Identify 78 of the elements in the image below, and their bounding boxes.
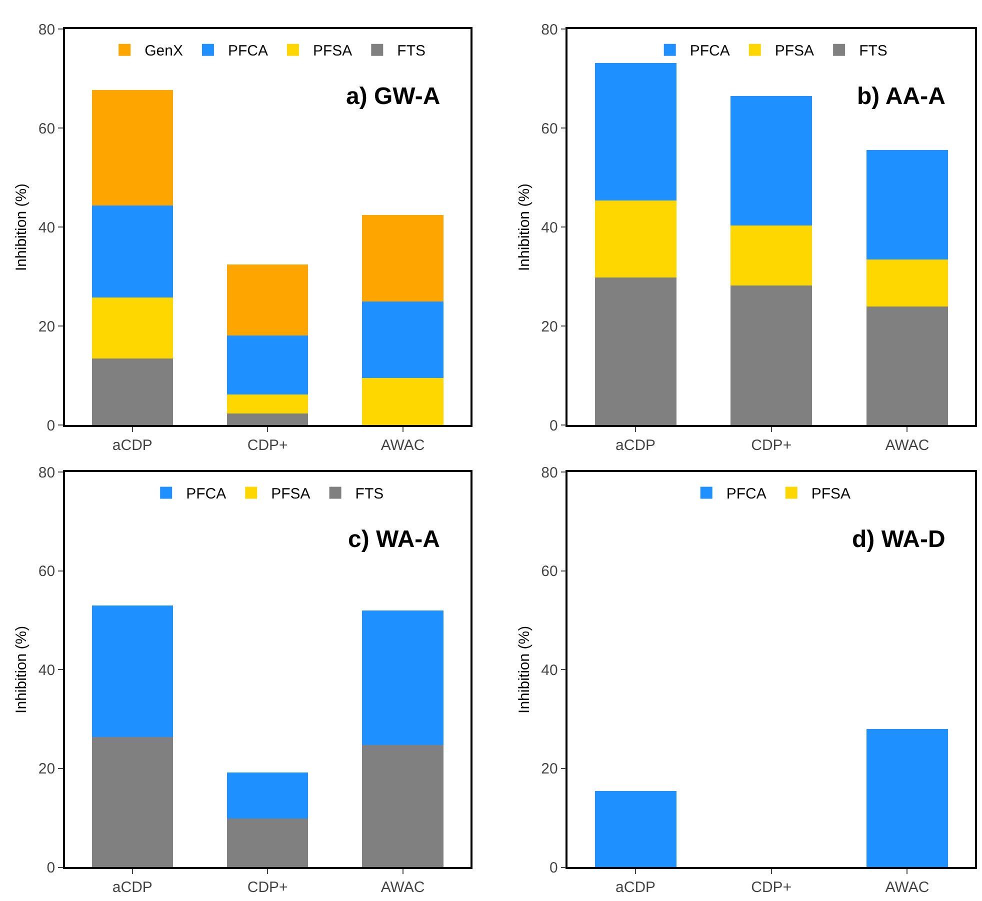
y-tick-label: 60 — [541, 120, 558, 138]
y-tick-label: 40 — [38, 219, 56, 236]
y-tick-label: 40 — [541, 662, 558, 679]
y-tick-label: 0 — [46, 417, 56, 434]
bar — [594, 278, 676, 426]
y-tick-label: 80 — [541, 21, 558, 38]
text: a) GW-A — [346, 83, 440, 110]
y-tick-label: 80 — [541, 464, 558, 482]
legend-label: PFSA — [774, 42, 814, 60]
x-tick-label: AWAC — [885, 437, 930, 454]
bar — [92, 90, 173, 206]
y-tick-label: 40 — [541, 219, 558, 236]
y-tick-label: 20 — [541, 318, 558, 336]
y-tick-label: 80 — [38, 464, 56, 482]
x-tick-label: aCDP — [112, 879, 152, 896]
bar — [866, 150, 948, 260]
x-tick-label: AWAC — [380, 437, 425, 454]
legend-label: PFSA — [312, 42, 352, 60]
text: c) WA-A — [348, 526, 440, 553]
bar — [227, 413, 308, 426]
legend-label: PFCA — [228, 42, 268, 60]
bar — [92, 298, 173, 358]
y-tick-label: 0 — [550, 860, 558, 876]
x-tick-label: AWAC — [380, 879, 425, 896]
bar — [866, 259, 948, 306]
legend-label: PFSA — [811, 486, 851, 503]
bar — [92, 605, 173, 737]
y-tick-label: 60 — [38, 120, 56, 138]
y-tick-label: 20 — [38, 318, 56, 336]
bar — [227, 772, 308, 818]
bar — [92, 736, 173, 868]
bar — [730, 286, 812, 426]
bar — [227, 394, 308, 414]
legend-label: FTS — [355, 486, 384, 503]
y-tick-label: 0 — [550, 417, 558, 434]
y-tick-label: 20 — [38, 760, 56, 778]
x-tick-label: aCDP — [616, 437, 656, 454]
text: b) AA-A — [857, 83, 946, 110]
bar — [730, 226, 812, 286]
y-tick-label: 20 — [541, 760, 558, 778]
y-tick-label: 40 — [38, 662, 56, 679]
bar — [227, 818, 308, 868]
y-tick-label: 0 — [46, 860, 56, 876]
legend-label: PFCA — [690, 42, 730, 60]
legend-label: FTS — [397, 42, 426, 60]
x-tick-label: aCDP — [616, 879, 656, 896]
bar — [362, 610, 444, 745]
x-tick-label: CDP+ — [247, 879, 288, 896]
bar — [227, 336, 308, 395]
bar — [730, 96, 812, 226]
bar — [362, 214, 444, 302]
x-tick-label: AWAC — [885, 879, 930, 896]
x-tick-label: CDP+ — [247, 437, 288, 454]
y-axis-title: Inhibition (%) — [516, 183, 533, 272]
bar — [362, 378, 444, 426]
bar — [92, 205, 173, 298]
bar — [227, 264, 308, 336]
y-axis-title: Inhibition (%) — [13, 183, 30, 272]
bar — [92, 358, 173, 426]
bar — [362, 301, 444, 378]
legend-label: FTS — [859, 42, 888, 60]
text: d) WA-D — [852, 526, 946, 553]
legend-label: GenX — [144, 42, 183, 60]
x-tick-label: CDP+ — [751, 879, 792, 896]
legend-label: PFSA — [271, 486, 310, 503]
x-tick-label: aCDP — [112, 437, 152, 454]
y-axis-title: Inhibition (%) — [13, 626, 30, 714]
legend-label: PFCA — [726, 486, 766, 503]
y-tick-label: 60 — [541, 563, 558, 580]
bar — [866, 306, 948, 426]
bar — [594, 62, 676, 200]
x-tick-label: CDP+ — [751, 437, 792, 454]
bar — [362, 744, 444, 868]
y-tick-label: 80 — [38, 21, 56, 38]
bar — [594, 200, 676, 278]
y-axis-title: Inhibition (%) — [516, 626, 533, 714]
y-tick-label: 60 — [38, 563, 56, 580]
legend-label: PFCA — [186, 486, 226, 503]
